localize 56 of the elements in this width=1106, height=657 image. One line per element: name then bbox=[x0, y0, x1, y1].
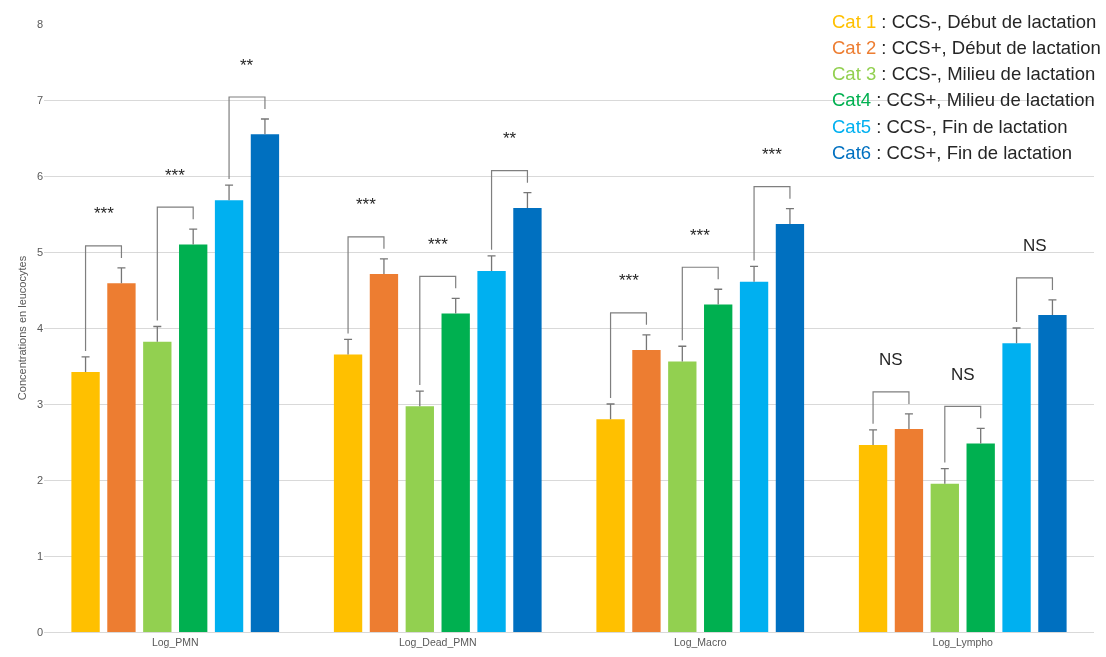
annotation: *** bbox=[428, 235, 449, 254]
y-tick-label: 5 bbox=[36, 245, 43, 258]
annotation: *** bbox=[94, 204, 115, 223]
x-tick-label: Log_PMN bbox=[151, 635, 199, 648]
bar bbox=[333, 354, 363, 632]
annotation: *** bbox=[690, 226, 711, 245]
bar bbox=[143, 341, 172, 632]
bar bbox=[668, 361, 697, 632]
y-tick-label: 0 bbox=[36, 625, 43, 638]
bar bbox=[477, 271, 506, 632]
text: Cat 1 : CCS-, Début de lactation bbox=[832, 11, 1097, 32]
x-tick-label: Log_Lympho bbox=[932, 635, 994, 648]
bar bbox=[704, 304, 733, 632]
bar bbox=[179, 244, 208, 632]
bar bbox=[775, 223, 805, 632]
bar bbox=[894, 429, 924, 632]
bar bbox=[966, 443, 995, 632]
text: Cat6 : CCS+, Fin de lactation bbox=[832, 142, 1073, 163]
annotation: *** bbox=[356, 195, 377, 214]
bar bbox=[739, 281, 769, 632]
bar bbox=[1038, 315, 1067, 632]
y-tick-label: 3 bbox=[36, 397, 43, 410]
bar bbox=[513, 207, 542, 632]
text: Cat 2 : CCS+, Début de lactation bbox=[832, 37, 1101, 58]
x-tick-label: Log_Macro bbox=[673, 635, 727, 648]
bar bbox=[369, 274, 399, 632]
bar bbox=[214, 200, 244, 632]
annotation: *** bbox=[762, 145, 783, 164]
x-tick-label: Log_Dead_PMN bbox=[398, 635, 477, 648]
bar bbox=[858, 445, 888, 632]
bar bbox=[107, 283, 136, 632]
text: Cat 3 : CCS-, Milieu de lactation bbox=[832, 63, 1096, 84]
y-tick-label: 1 bbox=[36, 549, 43, 562]
annotation: ** bbox=[503, 129, 517, 148]
annotation: *** bbox=[619, 271, 640, 290]
annotation: ** bbox=[240, 56, 254, 75]
annotation: NS bbox=[879, 350, 903, 369]
bar bbox=[71, 372, 100, 632]
text: Cat5 : CCS-, Fin de lactation bbox=[832, 116, 1068, 137]
annotation: *** bbox=[165, 166, 186, 185]
y-axis-title: Concentrations en leucocytes bbox=[15, 255, 28, 401]
y-tick-label: 4 bbox=[36, 321, 43, 334]
y-tick-label: 2 bbox=[36, 473, 43, 486]
y-tick-label: 7 bbox=[36, 93, 43, 106]
bar bbox=[1002, 343, 1031, 632]
annotation: NS bbox=[1023, 236, 1047, 255]
y-tick-label: 6 bbox=[36, 169, 43, 182]
bar bbox=[930, 483, 959, 632]
bar bbox=[405, 406, 434, 632]
bar bbox=[596, 419, 625, 632]
bar bbox=[441, 313, 470, 632]
y-tick-label: 8 bbox=[36, 17, 43, 30]
annotation: NS bbox=[951, 365, 975, 384]
text: Cat4 : CCS+, Milieu de lactation bbox=[832, 89, 1095, 110]
bar bbox=[632, 350, 661, 632]
bar bbox=[250, 134, 280, 632]
